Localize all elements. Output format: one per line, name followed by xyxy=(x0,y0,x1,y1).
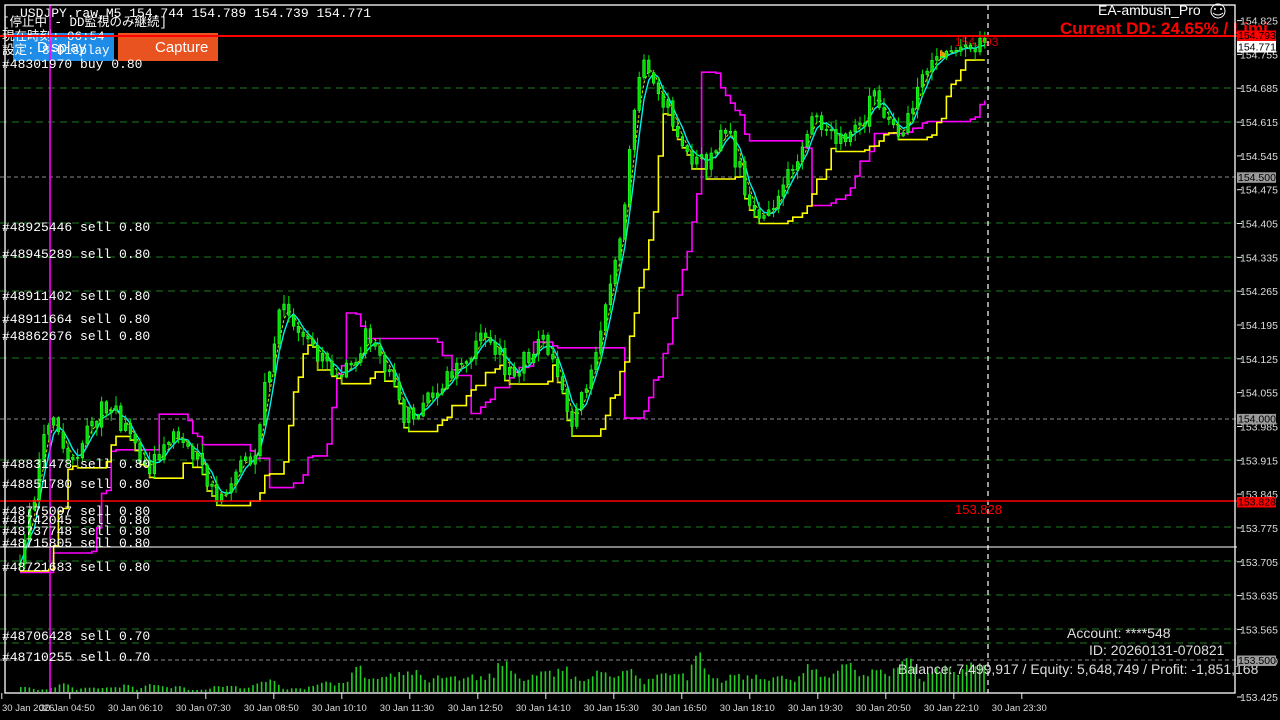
svg-text:30 Jan 16:50: 30 Jan 16:50 xyxy=(652,703,707,714)
svg-text:154.195: 154.195 xyxy=(1240,320,1278,332)
svg-text:#48851780 sell 0.80: #48851780 sell 0.80 xyxy=(2,477,150,492)
svg-text:154.475: 154.475 xyxy=(1240,185,1278,197)
svg-text:#48706428 sell 0.70: #48706428 sell 0.70 xyxy=(2,629,150,644)
svg-text:154.615: 154.615 xyxy=(1240,117,1278,129)
svg-text:#48721683 sell 0.80: #48721683 sell 0.80 xyxy=(2,560,150,575)
svg-text:30 Jan 20:50: 30 Jan 20:50 xyxy=(856,703,911,714)
svg-text:30 Jan 04:50: 30 Jan 04:50 xyxy=(40,703,95,714)
svg-text:153.635: 153.635 xyxy=(1240,591,1278,603)
svg-text:154.771: 154.771 xyxy=(1238,42,1276,54)
svg-text:30 Jan 19:30: 30 Jan 19:30 xyxy=(788,703,843,714)
svg-text:30 Jan 12:50: 30 Jan 12:50 xyxy=(448,703,503,714)
svg-text:#48862676 sell 0.80: #48862676 sell 0.80 xyxy=(2,329,150,344)
svg-text:Capture: Capture xyxy=(155,39,208,56)
svg-text:30 Jan 06:10: 30 Jan 06:10 xyxy=(108,703,163,714)
svg-text:30 Jan 14:10: 30 Jan 14:10 xyxy=(516,703,571,714)
svg-text:30 Jan 07:30: 30 Jan 07:30 xyxy=(176,703,231,714)
svg-text:154.500: 154.500 xyxy=(1238,172,1276,184)
svg-text:154.265: 154.265 xyxy=(1240,286,1278,298)
svg-text:154.545: 154.545 xyxy=(1240,151,1278,163)
svg-text:30 Jan 08:50: 30 Jan 08:50 xyxy=(244,703,299,714)
svg-text:154.793: 154.793 xyxy=(1238,30,1276,42)
svg-text:30 Jan 18:10: 30 Jan 18:10 xyxy=(720,703,775,714)
svg-text:153.705: 153.705 xyxy=(1240,557,1278,569)
svg-text:153.425: 153.425 xyxy=(1240,692,1278,704)
svg-text:30 Jan 23:30: 30 Jan 23:30 xyxy=(992,703,1047,714)
svg-text:#48710255 sell 0.70: #48710255 sell 0.70 xyxy=(2,650,150,665)
svg-text:Account: ****548: Account: ****548 xyxy=(1067,625,1171,641)
svg-text:154.405: 154.405 xyxy=(1240,219,1278,231)
svg-text:[停止中 - DD監視のみ継続]: [停止中 - DD監視のみ継続] xyxy=(2,14,167,30)
svg-text:30 Jan 22:10: 30 Jan 22:10 xyxy=(924,703,979,714)
svg-text:153.828: 153.828 xyxy=(1238,497,1276,509)
svg-text:154.055: 154.055 xyxy=(1240,388,1278,400)
svg-text:153.500: 153.500 xyxy=(1238,655,1276,667)
svg-text:#48831478 sell 0.80: #48831478 sell 0.80 xyxy=(2,457,150,472)
svg-text:153.915: 153.915 xyxy=(1240,455,1278,467)
svg-text:30 Jan 15:30: 30 Jan 15:30 xyxy=(584,703,639,714)
svg-text:#48911402 sell 0.80: #48911402 sell 0.80 xyxy=(2,289,150,304)
svg-text:30 Jan 11:30: 30 Jan 11:30 xyxy=(380,703,434,714)
svg-text:154.125: 154.125 xyxy=(1240,354,1278,366)
svg-text:#48301970 buy 0.80: #48301970 buy 0.80 xyxy=(2,57,142,72)
svg-text:設定: 8-Display: 設定: 8-Display xyxy=(2,42,110,58)
svg-text:#48925446 sell 0.80: #48925446 sell 0.80 xyxy=(2,220,150,235)
svg-text:154.335: 154.335 xyxy=(1240,252,1278,264)
svg-text:154.825: 154.825 xyxy=(1240,16,1278,28)
svg-text:153.828: 153.828 xyxy=(955,502,1002,517)
svg-text:30 Jan 10:10: 30 Jan 10:10 xyxy=(312,703,367,714)
svg-text:154.685: 154.685 xyxy=(1240,83,1278,95)
svg-text:#48945289 sell 0.80: #48945289 sell 0.80 xyxy=(2,247,150,262)
svg-text:#48715805 sell 0.80: #48715805 sell 0.80 xyxy=(2,536,150,551)
svg-text:153.565: 153.565 xyxy=(1240,624,1278,636)
svg-text:Balance: 7,499,917 / Equity: 5: Balance: 7,499,917 / Equity: 5,648,749 /… xyxy=(898,661,1259,677)
svg-text:153.775: 153.775 xyxy=(1240,523,1278,535)
svg-text:154.000: 154.000 xyxy=(1238,414,1276,426)
svg-text:ID: 20260131-070821: ID: 20260131-070821 xyxy=(1089,642,1225,658)
svg-text:#48911664 sell 0.80: #48911664 sell 0.80 xyxy=(2,312,150,327)
